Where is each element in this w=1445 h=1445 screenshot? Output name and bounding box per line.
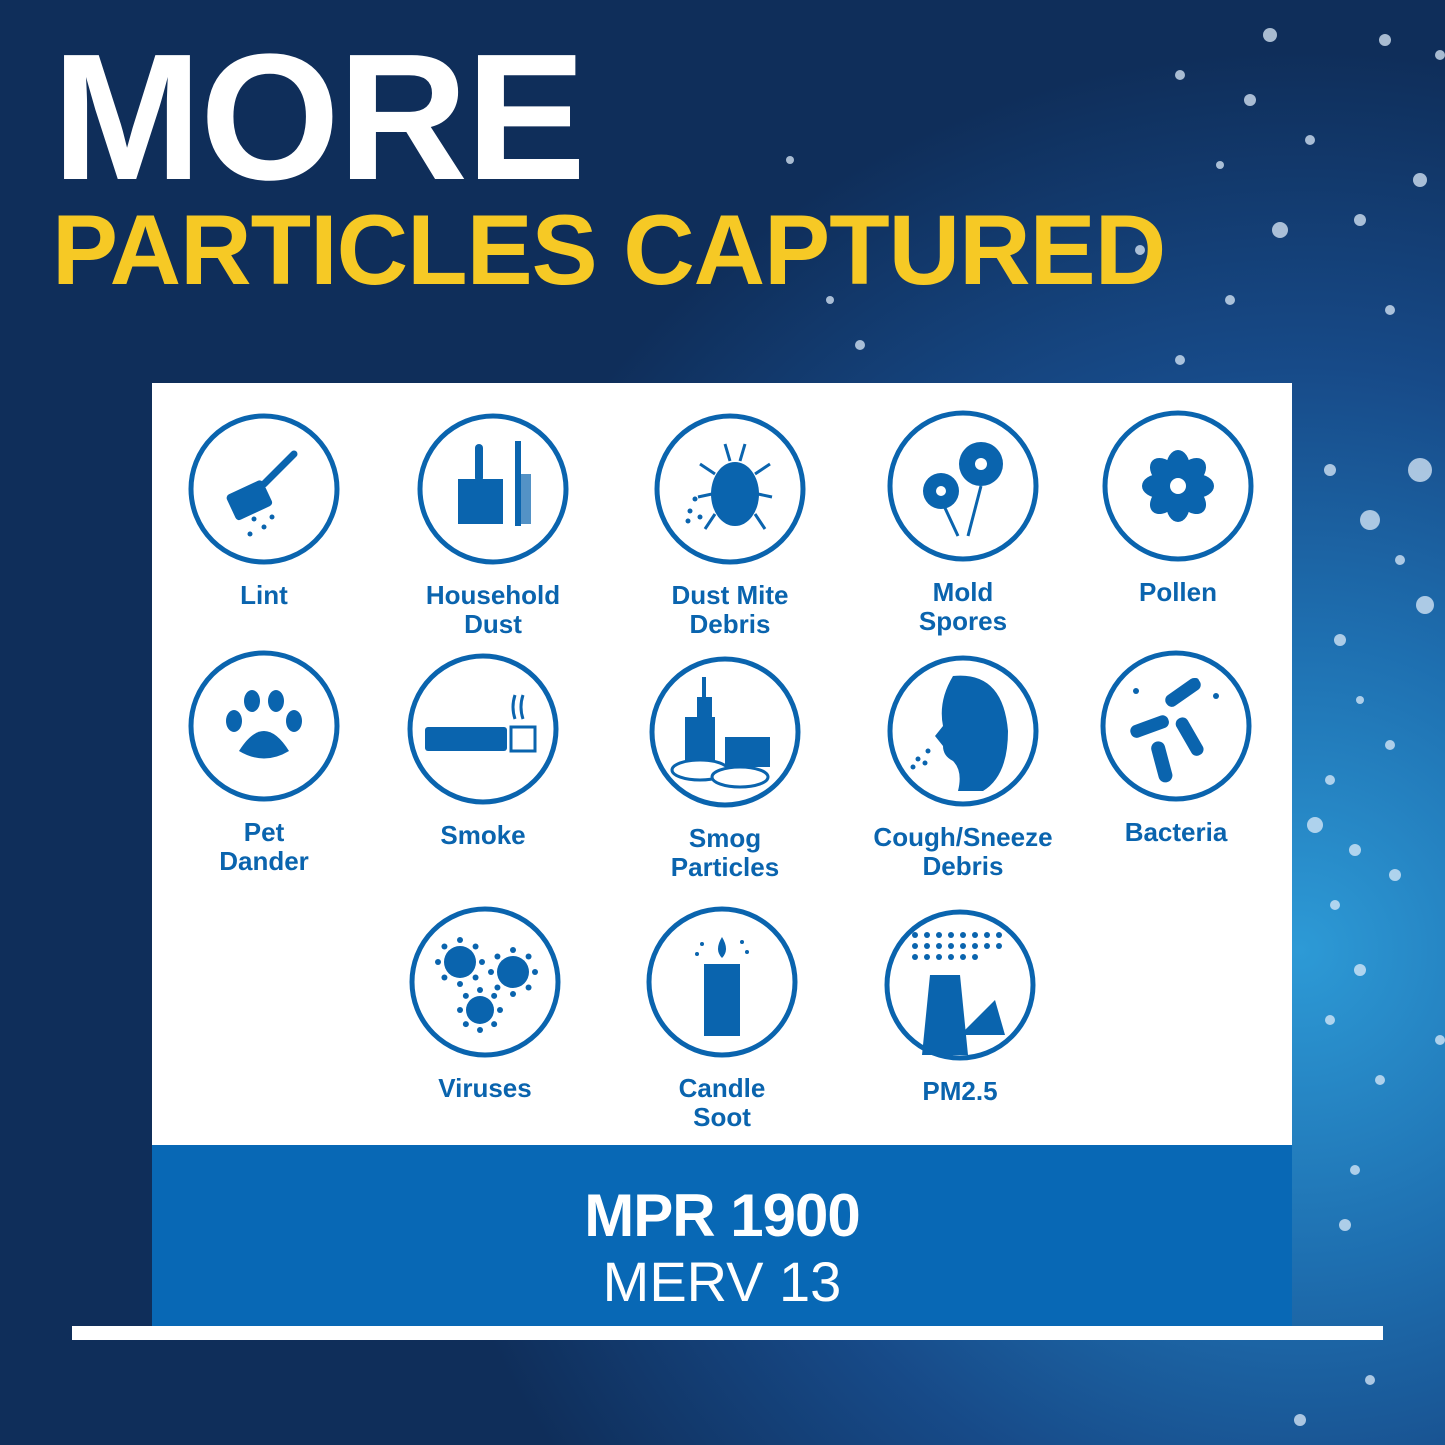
sparkle-dot	[1294, 1414, 1306, 1426]
candle-icon	[646, 906, 798, 1058]
sparkle-dot	[1416, 596, 1434, 614]
sparkle-dot	[855, 340, 865, 350]
dust-mite-icon	[654, 413, 806, 565]
particle-item: Dust Mite Debris	[620, 411, 840, 639]
particle-label: Smoke	[440, 820, 526, 850]
particle-label: Dust Mite Debris	[671, 580, 789, 639]
particle-item: Cough/Sneeze Debris	[853, 653, 1073, 881]
particle-label: Pet Dander	[219, 817, 309, 876]
sparkle-dot	[1135, 245, 1145, 255]
bacteria-icon	[1100, 650, 1252, 802]
sparkle-dot	[1354, 964, 1366, 976]
particle-item: Bacteria	[1066, 648, 1286, 847]
particle-item: PM2.5	[850, 907, 1070, 1106]
mold-flower-icon	[887, 410, 1039, 562]
sparkle-dot	[1379, 34, 1391, 46]
particle-item: Pet Dander	[154, 648, 374, 876]
sparkle-dot	[1334, 634, 1346, 646]
sparkle-dot	[1307, 817, 1323, 833]
particle-label: Lint	[240, 580, 288, 610]
paw-print-icon	[188, 650, 340, 802]
particle-label: Mold Spores	[918, 577, 1008, 636]
smog-city-icon	[649, 656, 801, 808]
sparkle-dot	[1413, 173, 1427, 187]
sparkle-dot	[1325, 1015, 1335, 1025]
sparkle-dot	[1305, 135, 1315, 145]
smokestack-icon	[884, 909, 1036, 1061]
sparkle-dot	[1325, 775, 1335, 785]
particle-item: Smog Particles	[615, 654, 835, 882]
sparkle-dot	[1272, 222, 1288, 238]
rating-band: MPR 1900 MERV 13	[152, 1145, 1292, 1326]
sparkle-dot	[1330, 900, 1340, 910]
particle-item: Mold Spores	[853, 408, 1073, 636]
particle-item: Viruses	[375, 904, 595, 1103]
mpr-rating: MPR 1900	[584, 1182, 860, 1249]
sparkle-dot	[1385, 305, 1395, 315]
sparkle-dot	[1435, 1035, 1445, 1045]
sparkle-dot	[1339, 1219, 1351, 1231]
cigarette-icon	[407, 653, 559, 805]
particle-label: Pollen	[1138, 577, 1217, 607]
sparkle-dot	[1375, 1075, 1385, 1085]
sparkle-dot	[1350, 1165, 1360, 1175]
particle-label: Household Dust	[425, 580, 561, 639]
particle-item: Household Dust	[383, 411, 603, 639]
sparkle-dot	[1263, 28, 1277, 42]
sparkle-dot	[1354, 214, 1366, 226]
sparkle-dot	[1435, 50, 1445, 60]
sparkle-dot	[1175, 70, 1185, 80]
sparkle-dot	[826, 296, 834, 304]
sparkle-dot	[1244, 94, 1256, 106]
sparkle-dot	[1225, 295, 1235, 305]
sparkle-dot	[1395, 555, 1405, 565]
sparkle-dot	[1356, 696, 1364, 704]
headline-particles-captured: PARTICLES CAPTURED	[52, 194, 1166, 305]
particle-item: Lint	[154, 411, 374, 610]
lint-roller-icon	[188, 413, 340, 565]
particle-label: Smog Particles	[670, 823, 780, 882]
sparkle-dot	[1175, 355, 1185, 365]
divider-bar	[72, 1326, 1383, 1340]
virus-icon	[409, 906, 561, 1058]
sparkle-dot	[786, 156, 794, 164]
sparkle-dot	[1324, 464, 1336, 476]
particle-label: Cough/Sneeze Debris	[873, 822, 1053, 881]
merv-rating: MERV 13	[602, 1250, 842, 1313]
sparkle-dot	[1349, 844, 1361, 856]
dustpan-icon	[417, 413, 569, 565]
particle-label: PM2.5	[922, 1076, 998, 1106]
particle-label: Candle Soot	[678, 1073, 766, 1132]
particle-item: Candle Soot	[612, 904, 832, 1132]
sparkle-dot	[1389, 869, 1401, 881]
sneeze-face-icon	[887, 655, 1039, 807]
pollen-flower-icon	[1102, 410, 1254, 562]
particle-label: Bacteria	[1124, 817, 1228, 847]
particle-label: Viruses	[438, 1073, 532, 1103]
particle-item: Smoke	[373, 651, 593, 850]
sparkle-dot	[1365, 1375, 1375, 1385]
sparkle-dot	[1360, 510, 1380, 530]
sparkle-dot	[1408, 458, 1432, 482]
sparkle-dot	[1385, 740, 1395, 750]
headline-more: MORE	[52, 17, 586, 218]
particle-item: Pollen	[1068, 408, 1288, 607]
sparkle-dot	[1216, 161, 1224, 169]
